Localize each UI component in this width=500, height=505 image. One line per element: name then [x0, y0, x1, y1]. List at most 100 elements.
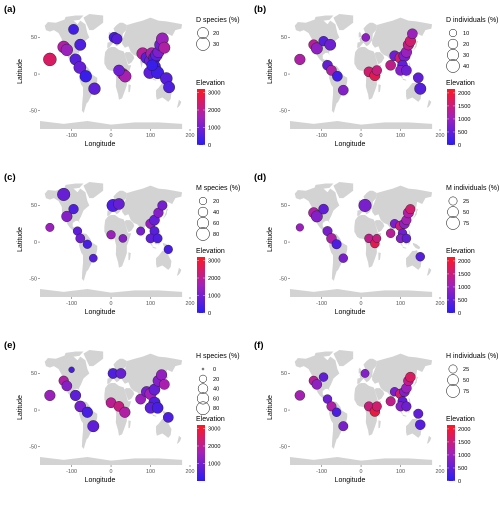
data-point — [88, 82, 101, 95]
color-legend-title: Elevation — [446, 248, 475, 255]
x-tick-label: 100 — [146, 469, 155, 475]
data-point — [157, 200, 168, 211]
y-tick-label: 0 — [284, 72, 287, 78]
data-point — [385, 59, 396, 71]
data-point — [415, 252, 425, 262]
panel-label: (c) — [4, 172, 16, 183]
data-point — [310, 210, 323, 223]
data-point — [295, 223, 304, 232]
size-legend-key — [196, 227, 210, 241]
panel-label: (f) — [254, 340, 264, 351]
color-legend-title: Elevation — [446, 80, 475, 87]
color-legend-label: 1500 — [458, 104, 470, 110]
x-tick-label: 100 — [146, 133, 155, 139]
data-point — [119, 406, 131, 418]
y-tick-label: 50 — [31, 35, 37, 41]
y-axis-label: Latitude — [17, 59, 24, 84]
color-legend-title: Elevation — [446, 416, 475, 423]
data-point — [82, 239, 92, 249]
size-legend-key — [196, 37, 210, 51]
x-tick-label: 200 — [436, 469, 445, 475]
data-point — [360, 369, 370, 378]
size-legend-key — [447, 374, 459, 386]
y-axis-label: Latitude — [17, 227, 24, 252]
x-axis-label: Longitude — [85, 141, 116, 148]
color-legend-label: 2000 — [208, 444, 220, 450]
panel-label: (b) — [254, 4, 266, 15]
data-point — [151, 402, 164, 414]
data-point — [68, 204, 79, 215]
data-point — [43, 52, 57, 67]
data-point — [89, 253, 98, 263]
color-legend-label: 3000 — [208, 427, 220, 433]
data-point — [311, 379, 323, 390]
size-legend-key — [201, 367, 205, 371]
y-axis-label: Latitude — [267, 59, 274, 84]
size-legend-label: 40 — [463, 64, 469, 70]
size-legend-title: D species (%) — [196, 17, 240, 24]
color-bar — [447, 425, 455, 481]
color-legend-title: Elevation — [196, 416, 225, 423]
data-point — [156, 369, 168, 381]
data-point — [414, 82, 427, 95]
data-point — [79, 70, 92, 83]
size-legend-label: 75 — [463, 221, 469, 227]
data-point — [69, 389, 82, 401]
data-point — [118, 234, 128, 243]
data-point — [111, 33, 123, 45]
data-point — [163, 81, 175, 94]
data-point — [135, 393, 146, 405]
x-tick-label: 100 — [396, 133, 405, 139]
y-tick-label: 50 — [31, 203, 37, 209]
color-legend-label: 2000 — [208, 276, 220, 282]
x-axis-label: Longitude — [335, 309, 366, 316]
x-tick-label: 200 — [186, 133, 195, 139]
color-legend-label: 0 — [208, 143, 211, 149]
size-legend-label: 10 — [463, 31, 469, 37]
data-point — [75, 233, 86, 244]
color-legend-label: 3000 — [208, 259, 220, 265]
x-tick-label: 200 — [436, 301, 445, 307]
x-tick-label: 0 — [110, 301, 113, 307]
data-point — [60, 43, 73, 57]
size-legend-title: M individuals (%) — [446, 185, 499, 192]
data-point — [415, 419, 426, 430]
size-legend-key — [197, 206, 209, 218]
size-legend-label: 30 — [463, 53, 469, 59]
data-point — [310, 42, 323, 55]
color-legend-label: 500 — [458, 130, 467, 136]
size-legend-label: 40 — [213, 210, 219, 216]
color-bar — [197, 89, 205, 145]
data-point — [136, 226, 146, 236]
size-legend-key — [446, 216, 460, 230]
size-legend-key — [199, 197, 207, 205]
size-legend-title: M species (%) — [196, 185, 240, 192]
color-bar — [447, 89, 455, 145]
x-tick-label: -100 — [316, 133, 327, 139]
data-point — [338, 421, 349, 432]
y-tick-label: -50 — [29, 444, 37, 450]
x-tick-label: 200 — [186, 301, 195, 307]
data-point — [361, 33, 371, 42]
size-legend-label: 25 — [463, 367, 469, 373]
size-legend-key — [449, 29, 457, 37]
data-point — [106, 230, 116, 240]
size-legend-key — [196, 216, 210, 230]
panel-label: (a) — [4, 4, 16, 15]
data-point — [407, 28, 418, 40]
size-legend-label: 80 — [213, 406, 219, 412]
size-legend-key — [446, 384, 460, 398]
data-point — [61, 380, 73, 392]
color-legend-label: 500 — [458, 298, 467, 304]
size-legend-key — [447, 206, 459, 218]
y-tick-label: 0 — [34, 72, 37, 78]
size-legend-key — [448, 364, 458, 374]
color-legend-label: 1000 — [208, 462, 220, 468]
color-legend-label: 0 — [458, 479, 461, 485]
